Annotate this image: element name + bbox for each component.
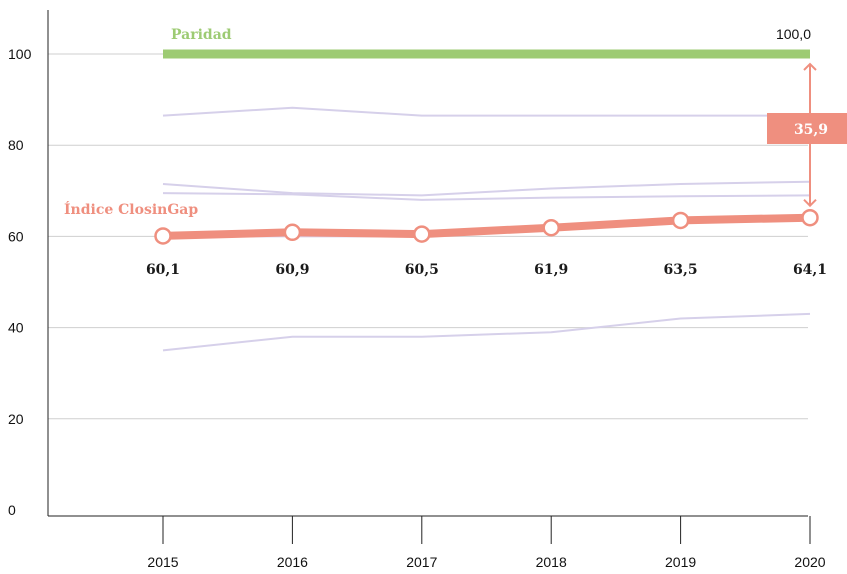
y-tick-label: 60 — [8, 228, 24, 244]
gap-badge-value: 35,9 — [794, 122, 828, 138]
parity-end-label: 100,0 — [776, 26, 811, 42]
y-tick-label: 20 — [8, 411, 24, 427]
closingap-data-label: 61,9 — [534, 262, 568, 278]
closingap-series-name: Índice ClosinGap — [64, 200, 198, 218]
closingap-point — [154, 227, 172, 245]
closingap-series: Índice ClosinGap 60,1 60,9 60,5 61,9 63,5 64,1 — [64, 200, 827, 278]
background-series-line — [162, 192, 811, 201]
x-tick-label: 2016 — [277, 554, 308, 570]
background-series-line — [162, 312, 811, 352]
background-series-line — [162, 180, 811, 197]
x-tick-label: 2017 — [406, 554, 437, 570]
x-tick-label: 2019 — [665, 554, 696, 570]
closingap-point — [283, 223, 302, 242]
closingap-point — [413, 225, 431, 243]
closingap-line — [162, 213, 811, 240]
x-tick-label: 2015 — [147, 554, 178, 570]
x-tick-label: 2020 — [794, 554, 825, 570]
closingap-data-label: 60,5 — [405, 262, 439, 278]
axes — [47, 10, 808, 517]
y-tick-label: 40 — [8, 320, 24, 336]
closingap-data-label: 60,1 — [146, 262, 180, 278]
closingap-data-label: 63,5 — [664, 262, 698, 278]
background-series-line — [162, 106, 810, 117]
y-ticks: 0 20 40 60 80 100 — [8, 46, 32, 518]
closingap-data-label: 64,1 — [793, 262, 827, 278]
parity-series-name: Paridad — [171, 27, 232, 43]
parity-series: Paridad 100,0 — [163, 26, 811, 59]
closingap-point — [542, 218, 560, 237]
x-tick-label: 2018 — [536, 554, 567, 570]
closingap-point — [801, 208, 819, 227]
y-tick-label: 100 — [8, 46, 32, 62]
y-tick-label: 0 — [8, 502, 16, 518]
gap-badge — [767, 113, 847, 144]
closingap-data-label: 60,9 — [275, 262, 309, 278]
x-ticks: 2015 2016 2017 2018 2019 2020 — [147, 516, 826, 570]
y-tick-label: 80 — [8, 137, 24, 153]
closingap-point — [671, 211, 690, 230]
gap-annotation: 35,9 — [767, 62, 847, 208]
